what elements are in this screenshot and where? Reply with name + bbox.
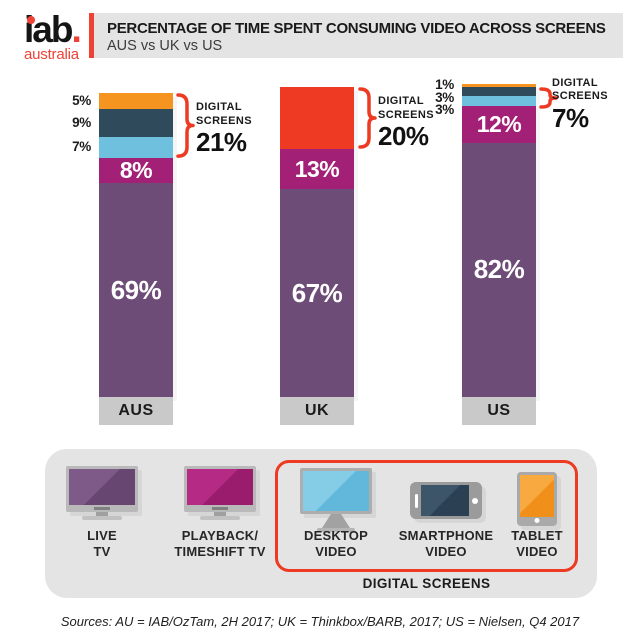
bar-UK-segment-live-tv: 67% [280,189,354,397]
bar-US-segment-tablet-video [462,83,536,87]
bar-AUS-value-desktop-video: 7% [72,139,91,155]
bar-AUS-segment-live-tv: 69% [99,183,173,397]
legend-item-live-tv: LIVE TV [47,460,157,570]
bar-US-value-tablet-video: 1% [435,77,454,93]
bar-AUS-value-live-tv: 69% [110,274,162,305]
bar-AUS-segment-tablet-video [99,93,173,109]
iab-logo-dot: . [71,9,81,50]
bar-UK-value-playback-timeshift-tv: 13% [294,155,340,182]
digital-screens-brace-US [539,87,559,114]
digital-screens-caption-1-AUS: DIGITAL [196,101,242,114]
bar-UK-segment-digital-screens-combined [280,87,354,149]
bar-US-segment-desktop-video [462,96,536,106]
digital-screens-brace-UK [358,87,378,154]
digital-screens-total-US: 7% [552,102,589,133]
legend-item-smartphone-video: SMARTPHONE VIDEO [391,460,501,570]
bar-UK-segment-playback-timeshift-tv: 13% [280,149,354,190]
digital-screens-caption-1-UK: DIGITAL [378,95,424,107]
playback-tv-icon [184,466,256,520]
legend-label-smartphone-video: SMARTPHONE VIDEO [398,528,494,559]
tablet-icon [517,472,557,526]
digital-screens-outline [275,460,578,572]
digital-screens-caption-2-US: SCREENS [552,89,608,102]
digital-screens-total-AUS: 21% [196,127,247,158]
bar-AUS-segment-playback-timeshift-tv: 8% [99,157,173,184]
bar-US-value-smartphone-video: 3% [435,89,454,105]
category-label-AUS: AUS [99,397,173,425]
legend-item-desktop-video: DESKTOP VIDEO [281,460,391,570]
digital-screens-caption-2-AUS: SCREENS [196,115,252,128]
category-label-UK: UK [280,397,354,425]
legend-label-tablet-video: TABLET VIDEO [511,528,563,559]
bar-US-value-live-tv: 82% [473,254,525,285]
bar-AUS-value-tablet-video: 5% [72,92,91,108]
iab-logo-i-dot [27,16,35,24]
digital-screens-group-label: DIGITAL SCREENS [362,576,491,591]
legend-label-desktop-video: DESKTOP VIDEO [303,528,368,559]
legend-label-playback-timeshift-tv: PLAYBACK/TIMESHIFT TV [174,528,266,559]
header-red-divider [89,13,94,58]
bar-AUS-value-smartphone-video: 9% [72,114,91,130]
bar-AUS-segment-smartphone-video [99,108,173,137]
legend-label-live-tv: LIVE TV [87,528,117,559]
bar-US-segment-smartphone-video [462,87,536,97]
bar-AUS-segment-desktop-video [99,136,173,159]
bar-UK-value-live-tv: 67% [291,277,343,308]
sources-note: Sources: AU = IAB/OzTam, 2H 2017; UK = T… [60,614,580,629]
live-tv-icon [66,466,138,520]
iab-logo-australia: australia [24,46,79,63]
header-title-box: PERCENTAGE OF TIME SPENT CONSUMING VIDEO… [94,13,623,58]
digital-screens-total-UK: 20% [378,121,429,151]
page-title: PERCENTAGE OF TIME SPENT CONSUMING VIDEO… [107,20,606,37]
smartphone-icon [410,482,482,519]
page-subtitle: AUS vs UK vs US [107,38,223,54]
digital-screens-brace-AUS [176,93,196,163]
category-label-US: US [462,397,536,425]
bar-US-segment-playback-timeshift-tv: 12% [462,105,536,143]
digital-screens-caption-2-UK: SCREENS [378,109,434,121]
bar-AUS-value-playback-timeshift-tv: 8% [119,157,153,184]
bar-US-segment-live-tv: 82% [462,142,536,397]
legend-item-playback-timeshift-tv: PLAYBACK/TIMESHIFT TV [165,460,275,570]
digital-screens-caption-1-US: DIGITAL [552,76,598,89]
bar-US-value-desktop-video: 3% [435,102,454,118]
desktop-monitor-icon [300,468,372,532]
legend-item-tablet-video: TABLET VIDEO [482,460,592,570]
bar-US-value-playback-timeshift-tv: 12% [476,110,522,137]
